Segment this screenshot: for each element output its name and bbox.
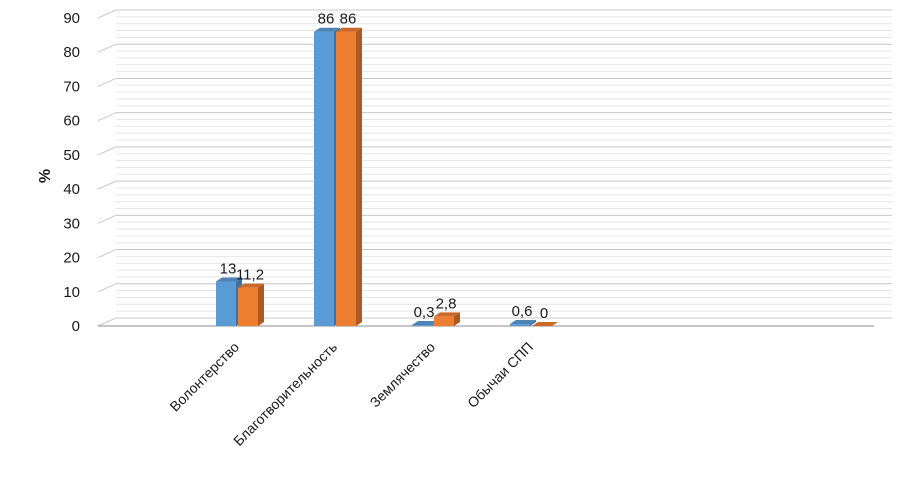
bar (434, 312, 460, 326)
y-tick-label: 60 (63, 113, 80, 130)
gridline-side (97, 112, 117, 122)
bar (510, 319, 536, 326)
data-label: 86 (340, 11, 357, 28)
data-label: 0 (540, 305, 548, 322)
bar-top (314, 27, 340, 32)
bar (238, 283, 264, 326)
bar (336, 27, 362, 326)
data-label: 86 (318, 11, 335, 28)
y-tick-label: 90 (63, 10, 80, 27)
data-label: 11,2 (236, 267, 264, 284)
bar-front (412, 324, 432, 326)
y-tick-label: 10 (63, 284, 80, 301)
data-labels: 13 11,2 86 86 0,32,8 0,6 0 (220, 11, 549, 322)
bar-side (530, 319, 536, 326)
bar-front (216, 281, 236, 326)
bar-front (336, 31, 356, 326)
gridline-side (97, 77, 117, 87)
data-label: 13 (220, 261, 237, 278)
bar-side (258, 283, 264, 326)
gridline-side (97, 283, 117, 293)
y-tick-label: 20 (63, 250, 80, 267)
bar-front (238, 287, 258, 326)
bars (216, 27, 558, 326)
y-tick-label: 50 (63, 147, 80, 164)
bar-front (510, 323, 530, 326)
x-category-label: Волонтерство (166, 339, 242, 415)
bar-top (510, 319, 536, 324)
data-label: 0,6 (512, 303, 533, 320)
bar-top (238, 283, 264, 288)
bar-front (314, 31, 334, 326)
bar-top (412, 320, 438, 325)
bar-top (216, 277, 242, 282)
gridline-side (97, 180, 117, 190)
gridlines (97, 9, 892, 327)
gridline-side (97, 9, 117, 19)
bar-side (454, 312, 460, 326)
y-tick-label: 40 (63, 181, 80, 198)
bar-top (532, 322, 558, 326)
x-category-label: Обычаи СПП (464, 339, 536, 411)
y-tick-label: 30 (63, 215, 80, 232)
gridline-side (97, 317, 117, 327)
y-tick-label: 80 (63, 44, 80, 61)
gridline-side (97, 43, 117, 53)
x-category-label: Благотворительность (230, 339, 340, 449)
bar (532, 322, 558, 326)
y-axis-title: % (37, 169, 54, 183)
gridline-side (97, 249, 117, 259)
bar-side (356, 27, 362, 326)
y-tick-label: 70 (63, 78, 80, 95)
bar-top (336, 27, 362, 32)
gridline-side (97, 214, 117, 224)
bar-front (434, 316, 454, 326)
y-tick-label: 0 (72, 318, 80, 335)
x-category-label: Землячество (367, 339, 439, 411)
data-label: 2,8 (436, 295, 457, 312)
data-label: 0,3 (414, 304, 435, 321)
gridline-side (97, 146, 117, 156)
bar-top (434, 312, 460, 317)
